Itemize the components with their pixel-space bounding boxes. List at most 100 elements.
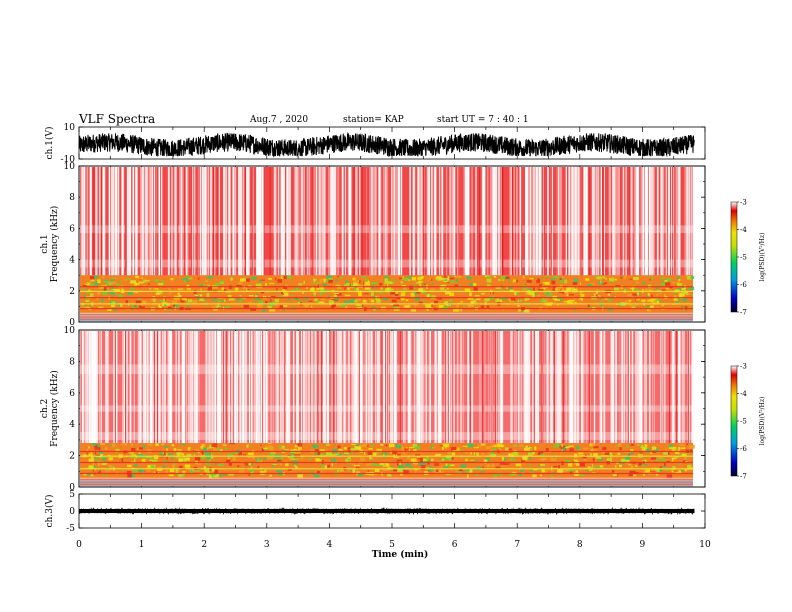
spectrogram-cell — [529, 469, 536, 471]
spectrogram-streak — [95, 331, 97, 445]
spectrogram-cell — [561, 277, 563, 281]
spectrogram-cell — [661, 304, 664, 307]
spectrogram-streak — [325, 167, 326, 277]
spectrogram-cell — [388, 281, 392, 284]
spectrogram-streak — [214, 331, 216, 445]
spectrogram-cell — [615, 285, 622, 287]
spectrogram-cell — [250, 276, 257, 280]
spectrogram-cell — [425, 304, 432, 308]
spectrogram-cell — [657, 469, 662, 472]
spectrogram-streak — [161, 167, 163, 277]
spectrogram-streak — [104, 167, 106, 277]
spectrogram-cell — [673, 470, 679, 472]
spectrogram-cell — [233, 451, 237, 454]
spectrogram-cell — [132, 304, 135, 309]
spectrogram-streak — [691, 331, 694, 445]
spectrogram-cell — [454, 284, 459, 287]
spectrogram-streak — [608, 167, 610, 277]
x-tick-label: 10 — [699, 540, 711, 550]
spectrogram-cell — [128, 303, 130, 306]
spectrogram-cell — [686, 453, 691, 455]
spectrogram-cell — [216, 305, 219, 308]
spectrogram-streak — [321, 167, 323, 277]
spectrogram-streak — [354, 331, 357, 445]
spectrogram-cell — [551, 470, 555, 472]
spectrogram-streak — [330, 167, 333, 277]
spectrogram-cell — [228, 473, 235, 476]
spectrogram-cell — [161, 452, 166, 455]
spectrogram-streak — [439, 331, 441, 445]
spectrogram-cell — [384, 281, 390, 284]
spectrogram-streak — [573, 167, 576, 277]
spectrogram-streak — [282, 331, 284, 445]
spectrogram-cell — [675, 450, 680, 455]
spectrogram-cell — [94, 447, 101, 451]
spectrogram-streak — [154, 167, 155, 277]
spectrogram-sferic — [669, 331, 670, 445]
y-tick-label: 6 — [69, 389, 75, 399]
spectrogram-cell — [625, 459, 630, 464]
spectrogram-cell — [180, 299, 185, 303]
spectrogram-cell — [544, 275, 550, 278]
spectrogram-cell — [163, 304, 167, 306]
spectrogram-streak — [158, 167, 160, 277]
spectrogram-cell — [414, 463, 417, 466]
spectrogram-streak — [139, 331, 142, 445]
spectrogram-cell — [444, 290, 451, 295]
spectrogram-cell — [423, 458, 428, 462]
spectrogram-streak — [271, 331, 273, 445]
spectrogram-streak — [90, 167, 92, 277]
spectrogram-streak — [652, 167, 654, 277]
spectrogram-streak — [122, 167, 125, 277]
spectrogram-cell — [203, 466, 206, 470]
spectrogram-cell — [470, 452, 472, 455]
spectrogram-cell — [602, 283, 606, 285]
spectrogram-cell — [518, 473, 523, 477]
spectrogram-cell — [119, 303, 123, 307]
spectrogram-streak — [577, 167, 580, 277]
spectrogram-cell — [394, 453, 401, 457]
spectrogram-cell — [189, 470, 194, 474]
spectrogram-cell — [665, 468, 670, 472]
spectrogram-cell — [592, 449, 598, 452]
spectrogram-streak — [96, 331, 98, 445]
spectrogram-cell — [441, 465, 443, 469]
spectrogram-streak — [466, 167, 469, 277]
time-axis-label: Time (min) — [372, 549, 429, 560]
spectrogram-cell — [176, 473, 179, 476]
spectrogram-cell — [432, 443, 434, 446]
spectrogram-streak — [219, 331, 222, 445]
spectrogram-streak — [458, 167, 460, 277]
spectrogram-cell — [567, 463, 573, 467]
spectrogram-light-zone — [80, 225, 693, 234]
spectrogram-streak — [635, 331, 637, 445]
spectrogram-cell — [668, 444, 674, 448]
spectrogram-cell — [680, 469, 684, 472]
spectrogram-cell — [469, 292, 472, 297]
spectrogram-cell — [92, 279, 94, 282]
spectrogram-cell — [168, 288, 173, 290]
spectrogram-cell — [289, 456, 295, 458]
spectrogram-cell — [297, 447, 302, 450]
spectrogram-cell — [268, 277, 272, 280]
spectrogram-streak — [625, 167, 627, 277]
spectrogram-cell — [644, 469, 651, 473]
spectrogram-streak — [626, 331, 628, 445]
spectrogram-cell — [148, 283, 150, 285]
spectrogram-cell — [634, 304, 638, 306]
spectrogram-cell — [129, 474, 135, 479]
spectrogram-cell — [413, 449, 417, 452]
spectrogram-cell — [344, 287, 346, 291]
spectrogram-cell — [243, 454, 247, 456]
spectrogram-streak — [247, 167, 248, 277]
spectrogram-streak — [95, 167, 97, 277]
spectrogram-cell — [130, 280, 136, 284]
spectrogram-cell — [259, 279, 262, 284]
spectrogram-streak — [604, 167, 605, 277]
spectrogram-streak — [492, 167, 494, 277]
spectrogram-cell — [142, 280, 147, 283]
spectrogram-cell — [500, 444, 505, 448]
spectrogram-light-zone — [80, 405, 693, 412]
spectrogram-streak — [417, 167, 420, 277]
